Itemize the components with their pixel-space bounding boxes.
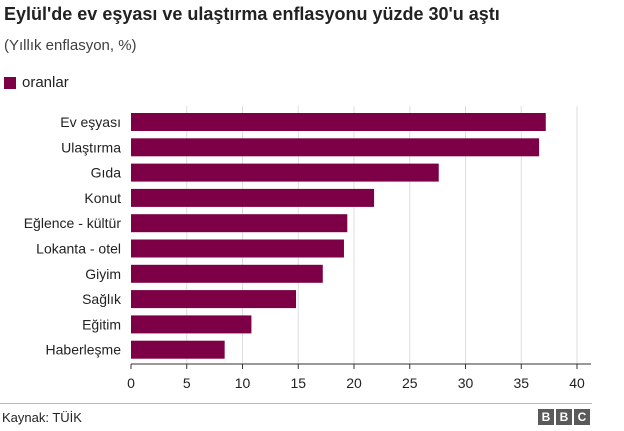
category-label: Eğlence - kültür xyxy=(24,215,122,231)
bar xyxy=(131,340,225,359)
category-label: Haberleşme xyxy=(46,342,122,358)
legend: oranlar xyxy=(4,74,69,91)
bar xyxy=(131,239,344,258)
category-label: Ulaştırma xyxy=(61,139,121,155)
chart-subtitle: (Yıllık enflasyon, %) xyxy=(4,37,137,54)
x-tick-label: 30 xyxy=(458,375,474,391)
bar-chart: Ev eşyası Ulaştırma Gıda Konut Eğlence - kül… xyxy=(24,106,591,391)
category-label: Lokanta - otel xyxy=(36,241,121,257)
bar xyxy=(131,188,375,207)
category-label: Gıda xyxy=(91,165,122,181)
footer-divider xyxy=(0,403,592,404)
x-tick-label: 10 xyxy=(235,375,251,391)
x-tick-label: 20 xyxy=(346,375,362,391)
category-label: Eğitim xyxy=(82,316,121,332)
bbc-logo-letter: B xyxy=(538,409,554,425)
x-tick-label: 0 xyxy=(127,375,135,391)
chart-title: Eylül'de ev eşyası ve ulaştırma enflasyo… xyxy=(4,4,500,24)
bar xyxy=(131,138,540,157)
category-label: Giyim xyxy=(85,266,121,282)
legend-label: oranlar xyxy=(22,74,69,91)
bar xyxy=(131,163,439,182)
bbc-logo: B B C xyxy=(538,409,590,425)
x-tick-label: 25 xyxy=(402,375,418,391)
bbc-logo-letter: C xyxy=(574,409,590,425)
x-tick-label: 40 xyxy=(569,375,585,391)
bar xyxy=(131,290,297,309)
category-label: Sağlık xyxy=(82,291,122,307)
legend-swatch xyxy=(4,76,16,89)
category-label: Ev eşyası xyxy=(60,114,121,130)
bar xyxy=(131,113,546,131)
source-note: Kaynak: TÜİK xyxy=(2,410,82,425)
bar xyxy=(131,264,323,283)
x-tick-label: 5 xyxy=(183,375,191,391)
x-tick-label: 35 xyxy=(513,375,529,391)
category-label: Konut xyxy=(84,190,121,206)
bbc-logo-letter: B xyxy=(556,409,572,425)
bar xyxy=(131,315,252,334)
x-tick-label: 15 xyxy=(290,375,306,391)
bar xyxy=(131,214,348,233)
